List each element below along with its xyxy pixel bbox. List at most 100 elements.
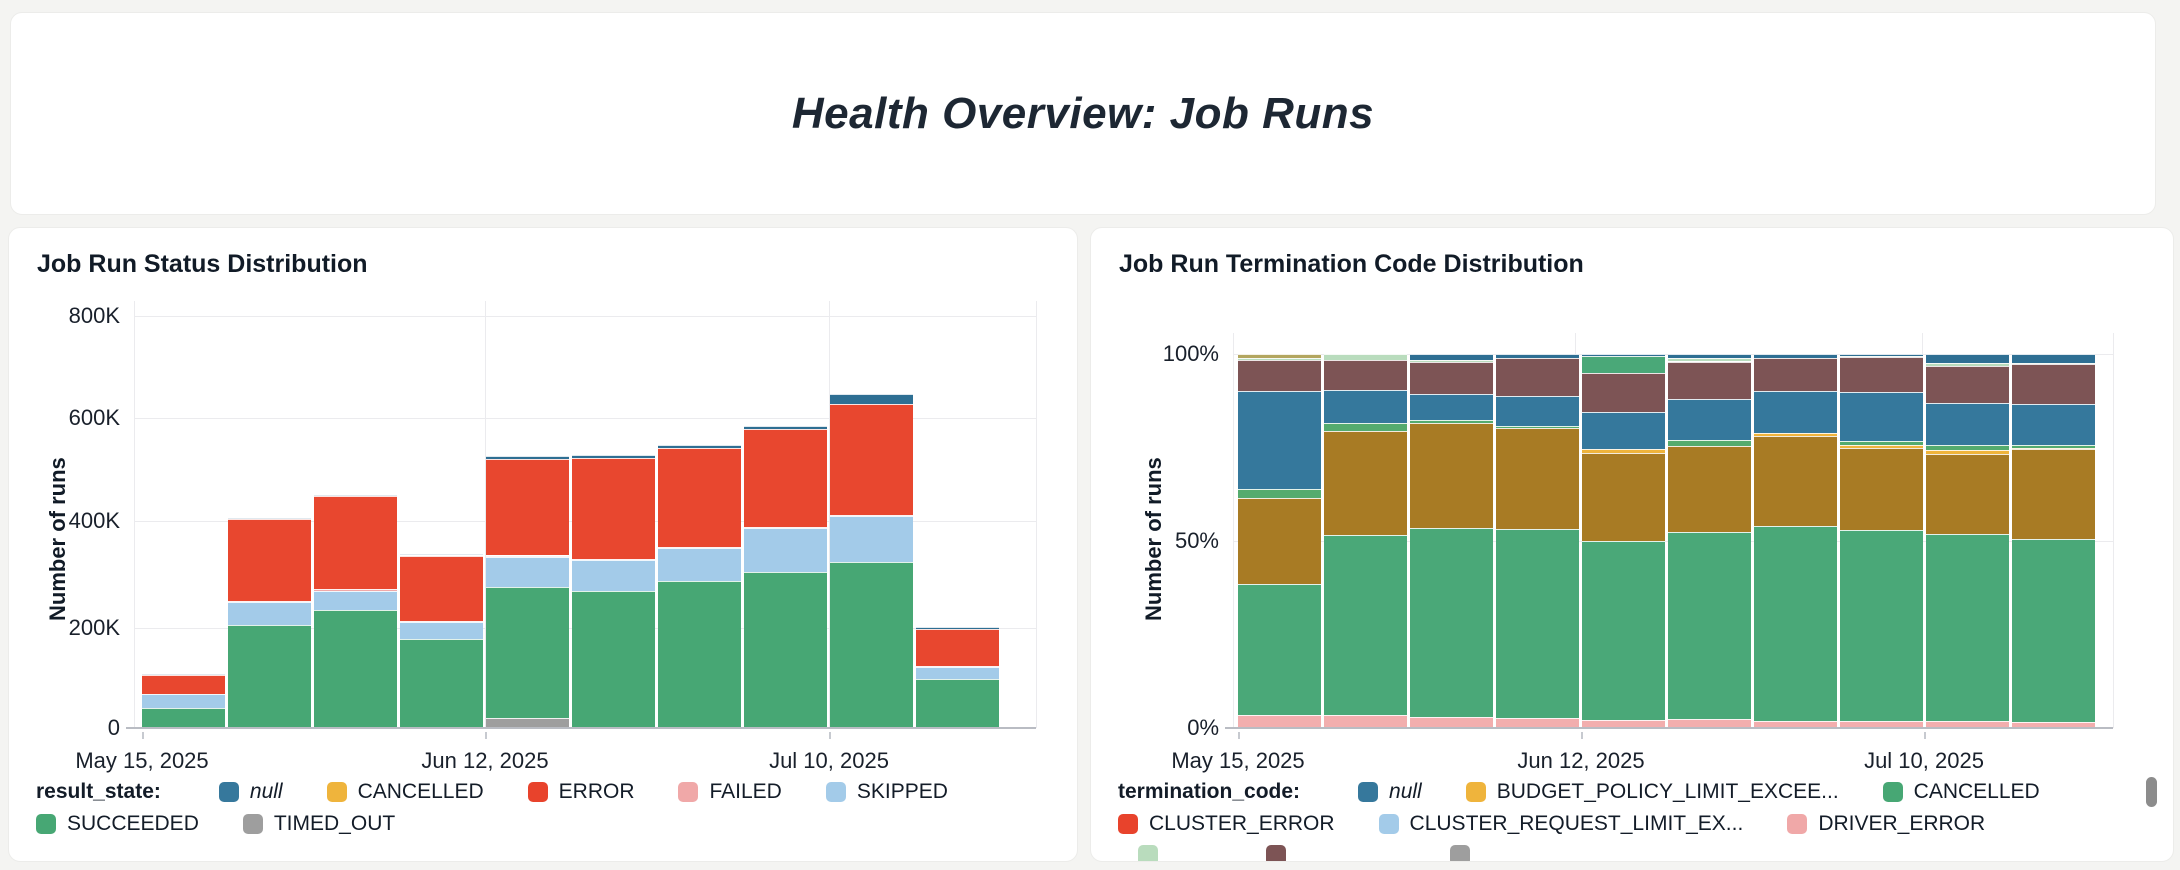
bar-segment[interactable] — [916, 666, 999, 667]
bar-segment[interactable] — [228, 600, 311, 602]
legend-item-succeeded[interactable]: SUCCEEDED — [36, 812, 199, 836]
legend-item-failed[interactable]: FAILED — [678, 780, 782, 804]
bar-segment[interactable] — [1926, 534, 2009, 722]
bar[interactable] — [1840, 354, 1923, 728]
bar-segment[interactable] — [1496, 357, 1579, 396]
bar-segment[interactable] — [1668, 398, 1751, 441]
bar-segment[interactable] — [400, 622, 483, 640]
bar-segment[interactable] — [744, 426, 827, 430]
bar-segment[interactable] — [400, 621, 483, 623]
bar-segment[interactable] — [1410, 716, 1493, 728]
bar-segment[interactable] — [1324, 430, 1407, 536]
bar-segment[interactable] — [916, 666, 999, 680]
bar-segment[interactable] — [1496, 529, 1579, 718]
bar-segment[interactable] — [1324, 359, 1407, 390]
legend-item-budget-policy-limit-excee-[interactable]: BUDGET_POLICY_LIMIT_EXCEE... — [1465, 780, 1839, 804]
bar-segment[interactable] — [1754, 354, 1837, 358]
bar-segment[interactable] — [1668, 354, 1751, 358]
bar[interactable] — [2012, 354, 2095, 728]
bar-segment[interactable] — [1410, 359, 1493, 363]
bar-segment[interactable] — [1238, 714, 1321, 728]
bar-segment[interactable] — [658, 580, 741, 728]
bar-segment[interactable] — [1238, 354, 1321, 358]
bar-segment[interactable] — [1582, 719, 1665, 728]
bar-segment[interactable] — [744, 572, 827, 728]
bar-segment[interactable] — [1410, 362, 1493, 395]
bar-segment[interactable] — [1668, 531, 1751, 719]
bar-segment[interactable] — [1582, 541, 1665, 720]
legend-item-null[interactable]: null — [1358, 780, 1422, 804]
bar-segment[interactable] — [2012, 539, 2095, 723]
bar[interactable] — [658, 445, 741, 728]
bar-segment[interactable] — [228, 519, 311, 601]
bar-segment[interactable] — [1926, 365, 2009, 404]
bar-segment[interactable] — [572, 590, 655, 728]
bar[interactable] — [830, 394, 913, 728]
legend-item-cluster-request-limit-ex-[interactable]: CLUSTER_REQUEST_LIMIT_EX... — [1378, 812, 1743, 836]
bar-segment[interactable] — [572, 558, 655, 560]
bar-segment[interactable] — [1754, 526, 1837, 721]
bar[interactable] — [400, 554, 483, 728]
bar-segment[interactable] — [1926, 444, 2009, 451]
bar-segment[interactable] — [1582, 411, 1665, 450]
bar-segment[interactable] — [1410, 394, 1493, 421]
bar-segment[interactable] — [1324, 714, 1407, 728]
bar-segment[interactable] — [1926, 721, 2009, 728]
bar-segment[interactable] — [1840, 392, 1923, 441]
legend-item-null[interactable]: null — [218, 780, 283, 804]
bar-segment[interactable] — [744, 526, 827, 528]
bar-segment[interactable] — [1840, 356, 1923, 393]
bar-segment[interactable] — [572, 454, 655, 458]
bar-segment[interactable] — [2012, 403, 2095, 445]
bar-segment[interactable] — [2012, 449, 2095, 540]
bar-segment[interactable] — [916, 629, 999, 667]
bar-segment[interactable] — [1926, 362, 2009, 366]
bar-segment[interactable] — [830, 516, 913, 562]
bar-segment[interactable] — [1840, 447, 1923, 530]
bar[interactable] — [228, 518, 311, 728]
bar-segment[interactable] — [486, 455, 569, 459]
legend-item-cancelled[interactable]: CANCELLED — [326, 780, 484, 804]
bar-segment[interactable] — [1238, 357, 1321, 360]
bar-segment[interactable] — [1840, 354, 1923, 356]
bar-segment[interactable] — [1754, 436, 1837, 527]
bar[interactable] — [744, 426, 827, 728]
bar-segment[interactable] — [1496, 425, 1579, 429]
bar-segment[interactable] — [1324, 423, 1407, 431]
bar-segment[interactable] — [916, 679, 999, 728]
bar-segment[interactable] — [486, 556, 569, 588]
bar-segment[interactable] — [314, 495, 397, 497]
bar-segment[interactable] — [2012, 447, 2095, 450]
bar-segment[interactable] — [1324, 354, 1407, 360]
bar-segment[interactable] — [2012, 354, 2095, 364]
bar-segment[interactable] — [1582, 453, 1665, 541]
bar-segment[interactable] — [744, 429, 827, 527]
bar-segment[interactable] — [1410, 420, 1493, 424]
bar-segment[interactable] — [916, 626, 999, 630]
bar-segment[interactable] — [1668, 357, 1751, 362]
bar-segment[interactable] — [830, 561, 913, 728]
bar-segment[interactable] — [400, 639, 483, 728]
bar-segment[interactable] — [1582, 355, 1665, 373]
bar-segment[interactable] — [1238, 584, 1321, 715]
bar-segment[interactable] — [142, 674, 225, 694]
bar-segment[interactable] — [314, 589, 397, 591]
bar-segment[interactable] — [572, 559, 655, 591]
bar-segment[interactable] — [1840, 529, 1923, 721]
bar-segment[interactable] — [1840, 444, 1923, 448]
bar-segment[interactable] — [486, 587, 569, 718]
bar[interactable] — [1754, 354, 1837, 728]
bar-segment[interactable] — [1582, 354, 1665, 356]
bar-segment[interactable] — [744, 527, 827, 573]
bar-segment[interactable] — [1324, 535, 1407, 715]
bar-segment[interactable] — [486, 458, 569, 556]
bar-segment[interactable] — [228, 518, 311, 520]
bar[interactable] — [1582, 354, 1665, 728]
bar-segment[interactable] — [142, 693, 225, 708]
legend-item-driver-error[interactable]: DRIVER_ERROR — [1787, 812, 1985, 836]
bar-segment[interactable] — [1926, 453, 2009, 535]
bar[interactable] — [1410, 354, 1493, 728]
bar-segment[interactable] — [2012, 363, 2095, 365]
bar[interactable] — [1926, 354, 2009, 728]
bar-segment[interactable] — [1840, 720, 1923, 728]
